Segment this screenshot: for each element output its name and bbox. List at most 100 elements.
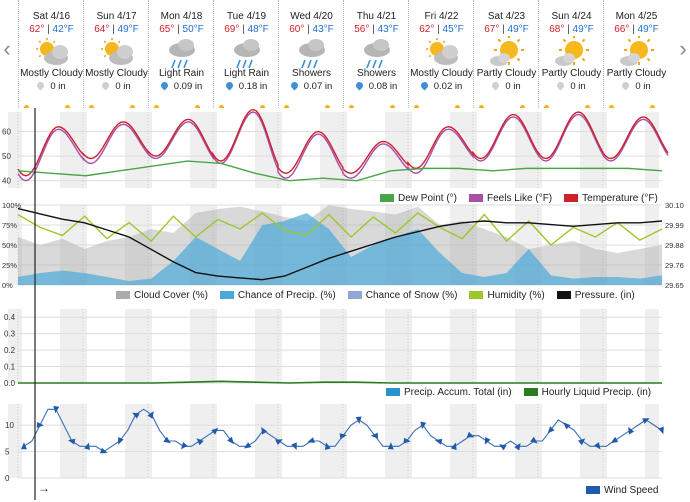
- y-tick-label: 50: [2, 152, 11, 161]
- day-temps: 68° | 49°F: [539, 24, 604, 35]
- day-card[interactable]: Sun 4/24 68° | 49°F Partly Cloudy 0 in: [538, 0, 604, 108]
- temp-separator: |: [109, 24, 118, 35]
- wind-direction-arrow: [387, 442, 394, 450]
- legend-label: Chance of Precip. (%): [237, 290, 336, 301]
- precip-value: 0.09 in: [173, 81, 203, 92]
- precip-value: 0.07 in: [303, 81, 333, 92]
- day-label: Sun 4/24: [551, 11, 592, 22]
- legend-swatch: [586, 486, 600, 494]
- y-tick-label: 25%: [2, 261, 17, 270]
- panel-background: [8, 309, 662, 383]
- legend-item[interactable]: Humidity (%): [469, 290, 545, 301]
- daily-forecast-strip: Sat 4/16 62° | 42°F Mostly Cloudy 0 in Sun 4…: [18, 0, 672, 108]
- night-band: [8, 404, 22, 478]
- night-band: [463, 404, 477, 478]
- raindrop-icon: [100, 80, 111, 91]
- sun-markers: [149, 102, 214, 108]
- day-card[interactable]: Mon 4/18 65° | 50°F Light Rain 0.09 in: [148, 0, 214, 108]
- rain-icon: [214, 36, 279, 70]
- legend-item[interactable]: Precip. Accum. Total (in): [386, 387, 512, 398]
- condition-text: Mostly Cloudy: [20, 68, 83, 79]
- y-tick-label: 0.0: [4, 379, 16, 388]
- sun-markers: [604, 102, 669, 108]
- legend-item[interactable]: Feels Like (°F): [469, 193, 552, 204]
- legend-item[interactable]: Pressure. (in): [556, 290, 635, 301]
- prev-arrow-button[interactable]: ‹: [3, 36, 11, 61]
- night-band: [190, 404, 204, 478]
- night-band: [60, 404, 74, 478]
- precip-amount: 0.07 in: [279, 80, 344, 92]
- high-temp: 60°: [289, 24, 305, 35]
- legend-item[interactable]: Temperature (°F): [564, 193, 658, 204]
- legend-item[interactable]: Cloud Cover (%): [116, 290, 208, 301]
- precipitation-legend: Precip. Accum. Total (in) Hourly Liquid P…: [374, 387, 651, 398]
- wind-direction-arrow: [530, 436, 538, 444]
- day-card[interactable]: Sat 4/16 62° | 42°F Mostly Cloudy 0 in: [18, 0, 84, 108]
- temp-separator: |: [564, 24, 573, 35]
- wind-direction-arrow: [370, 432, 379, 439]
- legend-item[interactable]: Wind Speed: [586, 485, 658, 496]
- wind-direction-arrow: [324, 442, 331, 450]
- high-temp: 68°: [549, 24, 565, 35]
- day-card[interactable]: Sat 4/23 67° | 49°F Partly Cloudy 0 in: [473, 0, 539, 108]
- day-card[interactable]: Mon 4/25 66° | 49°F Partly Cloudy 0 in: [603, 0, 669, 108]
- raindrop-icon: [620, 80, 631, 91]
- temp-separator: |: [174, 24, 183, 35]
- legend-item[interactable]: Chance of Precip. (%): [219, 290, 336, 301]
- panel-background: [8, 404, 662, 478]
- partly-cloudy-icon: [539, 36, 604, 70]
- low-temp: 43°F: [312, 24, 334, 35]
- day-card[interactable]: Wed 4/20 60° | 43°F Showers 0.07 in: [278, 0, 344, 108]
- night-band: [593, 404, 607, 478]
- day-temps: 60° | 43°F: [279, 24, 344, 35]
- y2-tick-label: 29.76: [665, 261, 684, 270]
- precip-amount: 0 in: [19, 80, 84, 92]
- legend-label: Chance of Snow (%): [365, 290, 458, 301]
- night-band: [320, 112, 334, 188]
- legend-swatch: [219, 291, 234, 299]
- precip-amount: 0 in: [539, 80, 604, 92]
- temp-separator: |: [44, 24, 53, 35]
- high-temp: 67°: [484, 24, 500, 35]
- wind-direction-arrow: [610, 436, 619, 444]
- wind-direction-arrow: [547, 426, 555, 434]
- low-temp: 43°F: [377, 24, 399, 35]
- day-card[interactable]: Thu 4/21 56° | 43°F Showers 0.08 in: [343, 0, 409, 108]
- low-temp: 49°F: [637, 24, 659, 35]
- day-card[interactable]: Fri 4/22 62° | 45°F Mostly Cloudy 0.02 in: [408, 0, 474, 108]
- raindrop-icon: [555, 80, 566, 91]
- day-temps: 62° | 45°F: [409, 24, 474, 35]
- temp-separator: |: [629, 24, 638, 35]
- wind-direction-arrow: [420, 421, 427, 430]
- condition-text: Partly Cloudy: [541, 68, 602, 79]
- legend-item[interactable]: Hourly Liquid Precip. (in): [523, 387, 652, 398]
- legend-item[interactable]: Dew Point (°): [380, 193, 457, 204]
- night-band: [385, 112, 399, 188]
- high-temp: 62°: [29, 24, 45, 35]
- low-temp: 49°F: [117, 24, 139, 35]
- scroll-right-arrow[interactable]: →: [38, 481, 50, 495]
- day-card[interactable]: Sun 4/17 64° | 49°F Mostly Cloudy 0 in: [83, 0, 149, 108]
- wind-direction-arrow: [84, 442, 90, 450]
- day-card[interactable]: Tue 4/19 69° | 48°F Light Rain 0.18 in: [213, 0, 279, 108]
- condition-text: Showers: [292, 68, 331, 79]
- wind-direction-arrow: [291, 442, 297, 450]
- raindrop-icon: [159, 80, 170, 91]
- legend-item[interactable]: Chance of Snow (%): [347, 290, 458, 301]
- precip-value: 0.08 in: [368, 81, 398, 92]
- night-band: [398, 112, 412, 188]
- y-tick-label: 0: [5, 474, 10, 483]
- night-band: [580, 309, 594, 383]
- day-temps: 64° | 49°F: [84, 24, 149, 35]
- temp-separator: |: [304, 24, 313, 35]
- precip-value: 0 in: [115, 81, 131, 92]
- day-label: Sat 4/23: [487, 11, 526, 22]
- day-label: Mon 4/25: [615, 11, 658, 22]
- next-arrow-button[interactable]: ›: [679, 36, 687, 61]
- legend-label: Precip. Accum. Total (in): [404, 387, 512, 398]
- night-band: [450, 112, 464, 188]
- day-temps: 65° | 50°F: [149, 24, 214, 35]
- dew-point-line: [17, 160, 663, 182]
- wind-direction-arrow: [642, 418, 650, 424]
- legend-label: Hourly Liquid Precip. (in): [541, 387, 652, 398]
